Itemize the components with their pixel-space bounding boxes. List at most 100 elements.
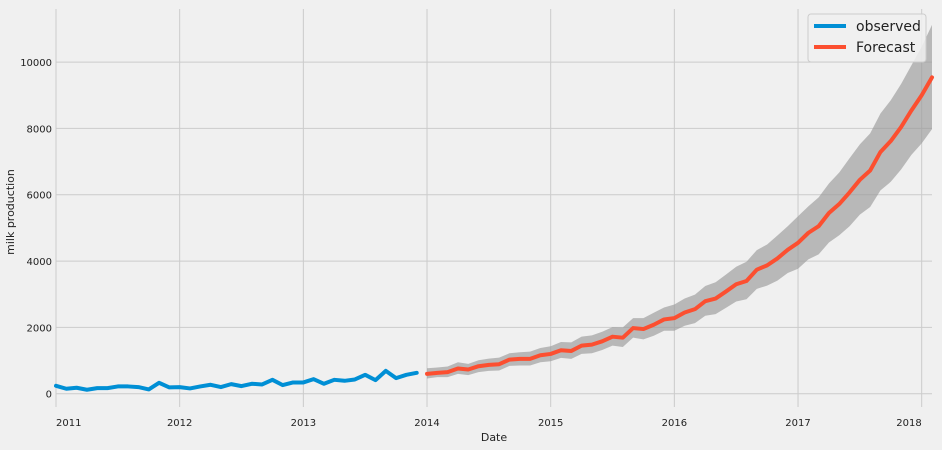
- forecast-point: [909, 108, 913, 112]
- observed-point: [54, 384, 58, 388]
- forecast-point: [693, 307, 697, 311]
- forecast-point: [672, 316, 676, 320]
- observed-point: [106, 386, 110, 390]
- y-tick-label: 10000: [20, 58, 52, 69]
- forecast-point: [796, 241, 800, 245]
- forecast-point: [734, 282, 738, 286]
- forecast-point: [920, 93, 924, 97]
- observed-point: [198, 384, 202, 388]
- forecast-point: [631, 326, 635, 330]
- observed-line: [54, 368, 419, 392]
- observed-point: [353, 377, 357, 381]
- forecast-point: [652, 323, 656, 327]
- x-tick-label: 2016: [662, 418, 687, 429]
- observed-point: [126, 384, 130, 388]
- x-tick-label: 2011: [56, 418, 81, 429]
- forecast-point: [703, 299, 707, 303]
- observed-point: [301, 380, 305, 384]
- observed-point: [394, 376, 398, 380]
- x-tick-label: 2017: [785, 418, 810, 429]
- legend-label-observed: observed: [856, 19, 921, 35]
- forecast-point: [507, 358, 511, 362]
- forecast-point: [848, 190, 852, 194]
- forecast-point: [827, 211, 831, 215]
- x-axis-label: Date: [481, 431, 508, 444]
- observed-point: [291, 380, 295, 384]
- observed-point: [404, 373, 408, 377]
- observed-point: [64, 387, 68, 391]
- forecast-point: [600, 339, 604, 343]
- forecast-point: [580, 344, 584, 348]
- observed-point: [147, 387, 151, 391]
- observed-point: [229, 382, 233, 386]
- plot-background: [56, 9, 932, 407]
- observed-point: [281, 383, 285, 387]
- observed-point: [343, 379, 347, 383]
- observed-point: [363, 373, 367, 377]
- forecast-point: [497, 362, 501, 366]
- forecast-point: [868, 169, 872, 173]
- forecast-point: [477, 364, 481, 368]
- observed-point: [219, 385, 223, 389]
- forecast-point: [456, 367, 460, 371]
- forecast-line: [425, 75, 934, 376]
- forecast-confidence-band: [427, 24, 932, 379]
- forecast-point: [837, 202, 841, 206]
- forecast-point: [724, 290, 728, 294]
- forecast-point: [806, 231, 810, 235]
- observed-point: [157, 381, 161, 385]
- observed-point: [332, 378, 336, 382]
- x-tick-label: 2012: [167, 418, 192, 429]
- observed-point: [270, 378, 274, 382]
- forecast-point: [559, 348, 563, 352]
- y-axis-label: milk production: [4, 169, 17, 255]
- forecast-point: [621, 336, 625, 340]
- forecast-point: [487, 363, 491, 367]
- forecast-point: [899, 125, 903, 129]
- observed-point: [373, 378, 377, 382]
- x-tick-label: 2015: [538, 418, 563, 429]
- observed-point: [178, 385, 182, 389]
- observed-point: [75, 386, 79, 390]
- observed-point: [95, 386, 99, 390]
- forecast-point: [889, 139, 893, 143]
- observed-point: [136, 385, 140, 389]
- forecast-point: [446, 370, 450, 374]
- forecast-point: [641, 327, 645, 331]
- forecast-point: [425, 372, 429, 376]
- y-tick-label: 6000: [27, 191, 52, 202]
- y-tick-label: 4000: [27, 257, 52, 268]
- forecast-point: [683, 310, 687, 314]
- y-tick-label: 8000: [27, 124, 52, 135]
- observed-point: [322, 382, 326, 386]
- forecast-point: [466, 368, 470, 372]
- observed-point: [85, 388, 89, 392]
- observed-point: [415, 371, 419, 375]
- x-tick-label: 2014: [414, 418, 439, 429]
- legend: observed Forecast: [807, 13, 927, 63]
- forecast-point: [435, 371, 439, 375]
- forecast-point: [765, 263, 769, 267]
- forecast-point: [744, 279, 748, 283]
- forecast-point: [817, 224, 821, 228]
- grid: [55, 9, 932, 407]
- forecast-point: [858, 178, 862, 182]
- forecast-point: [775, 256, 779, 260]
- x-tick-label: 2013: [291, 418, 316, 429]
- observed-point: [188, 386, 192, 390]
- observed-point: [312, 377, 316, 381]
- forecast-point: [930, 75, 934, 79]
- observed-point: [250, 382, 254, 386]
- x-tick-labels: 2011 2012 2013 2014 2015 2016 2017 2018: [56, 418, 922, 429]
- observed-point: [167, 385, 171, 389]
- forecast-point: [786, 248, 790, 252]
- forecast-point: [714, 297, 718, 301]
- observed-point: [260, 382, 264, 386]
- observed-point: [240, 384, 244, 388]
- y-tick-label: 0: [46, 390, 52, 401]
- x-tick-label: 2018: [896, 418, 921, 429]
- forecast-point: [569, 349, 573, 353]
- forecast-point: [549, 352, 553, 356]
- y-tick-label: 2000: [27, 323, 52, 334]
